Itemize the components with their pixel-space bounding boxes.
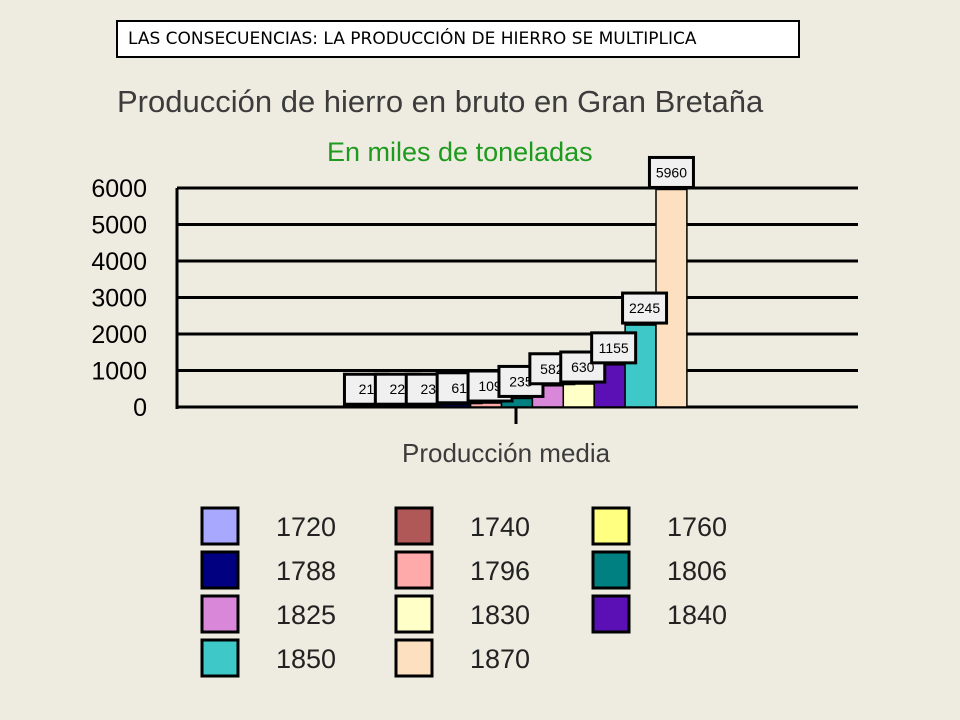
bar-1760: [408, 404, 441, 408]
legend-item-1796: 1796: [394, 550, 530, 590]
legend-item-1806: 1806: [591, 550, 727, 590]
chart-title: Producción de hierro en bruto en Gran Br…: [117, 84, 764, 119]
legend-label: 1870: [470, 644, 530, 674]
legend-swatch: [200, 506, 240, 546]
data-label-text: 21: [359, 381, 375, 397]
data-label-text: 582: [540, 361, 564, 377]
data-label-1840: 1155: [590, 331, 638, 365]
legend-item-1850: 1850: [200, 638, 336, 678]
y-tick-label: 1000: [91, 358, 147, 386]
legend-swatch: [591, 550, 631, 590]
data-label-text: 1155: [599, 340, 629, 356]
legend-item-1720: 1720: [200, 506, 336, 546]
data-label-box: [590, 331, 638, 365]
legend-swatch: [200, 638, 240, 678]
data-label-text: 23: [420, 381, 436, 397]
data-label-text: 5960: [656, 164, 687, 180]
y-tick-label: 4000: [91, 248, 147, 276]
slide-banner: LAS CONSECUENCIAS: LA PRODUCCIÓN DE HIER…: [116, 20, 800, 58]
data-label-1870: 5960: [647, 155, 695, 189]
legend-label: 1840: [667, 600, 727, 630]
legend-swatch: [394, 594, 434, 634]
y-tick-label: 6000: [91, 175, 147, 203]
data-label-box: [647, 155, 695, 189]
chart-subtitle: En miles de toneladas: [327, 137, 593, 167]
y-tick-label: 0: [133, 394, 147, 422]
legend-label: 1788: [276, 556, 336, 586]
y-tick-label: 2000: [91, 321, 147, 349]
legend-label: 1720: [276, 512, 336, 542]
data-label-text: 2245: [629, 300, 660, 316]
legend-item-1788: 1788: [200, 550, 336, 590]
legend-label: 1740: [470, 512, 530, 542]
grid-lines: [177, 186, 858, 372]
data-label-text: 61: [451, 380, 467, 396]
legend-item-1870: 1870: [394, 638, 530, 678]
legend-label: 1760: [667, 512, 727, 542]
legend-swatch: [200, 550, 240, 590]
x-axis-label: Producción media: [402, 438, 611, 468]
legend-swatch: [394, 550, 434, 590]
data-label-text: 630: [571, 359, 595, 375]
y-tick-labels: 0 1000 2000 3000 4000 5000 6000: [91, 175, 147, 422]
y-tick-label: 5000: [91, 212, 147, 240]
data-label-box: [621, 291, 669, 325]
legend-swatch: [591, 506, 631, 546]
legend-item-1840: 1840: [591, 594, 727, 634]
data-label-1850: 2245: [621, 291, 669, 325]
legend-item-1830: 1830: [394, 594, 530, 634]
y-tick-label: 3000: [91, 285, 147, 313]
legend-label: 1850: [276, 644, 336, 674]
legend: 1720 1740 1760 1788 1796 1806 1825 1830 1840 1850…: [200, 506, 727, 678]
data-label-text: 22: [390, 381, 406, 397]
legend-swatch: [394, 506, 434, 546]
data-label-text: 235: [509, 373, 533, 389]
legend-label: 1796: [470, 556, 530, 586]
legend-swatch: [394, 638, 434, 678]
legend-swatch: [200, 594, 240, 634]
legend-label: 1830: [470, 600, 530, 630]
legend-label: 1825: [276, 600, 336, 630]
legend-item-1740: 1740: [394, 506, 530, 546]
legend-item-1760: 1760: [591, 506, 727, 546]
legend-label: 1806: [667, 556, 727, 586]
legend-item-1825: 1825: [200, 594, 336, 634]
bar-1830: [562, 383, 595, 408]
legend-swatch: [591, 594, 631, 634]
data-label-text: 109: [478, 378, 502, 394]
